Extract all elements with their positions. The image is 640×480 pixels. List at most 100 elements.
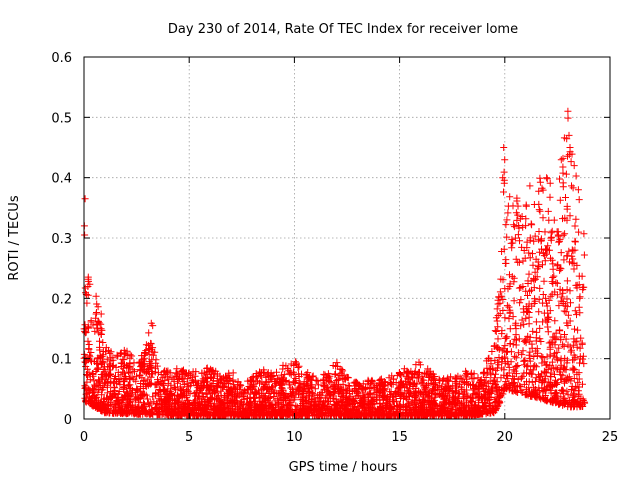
data-point [214,392,222,400]
data-point [550,216,558,224]
x-tick-label: 25 [602,430,619,445]
data-point [99,351,107,359]
data-point [342,408,350,416]
data-point [305,388,313,396]
data-point [252,407,260,415]
data-point [518,316,526,324]
data-point [326,372,334,380]
data-point [577,334,585,342]
data-point [546,381,554,389]
x-tick-label: 20 [497,430,514,445]
data-point [483,364,491,372]
data-point [564,391,572,399]
data-point [547,229,555,237]
data-point [499,174,507,182]
data-point [303,373,311,381]
data-point [227,397,235,405]
data-point [245,405,253,413]
data-point [126,402,134,410]
data-point [149,344,157,352]
data-point [355,391,363,399]
data-point [139,355,147,363]
data-point [531,268,539,276]
y-tick-label: 0 [64,413,72,428]
data-point [500,188,507,196]
data-point [161,387,169,394]
data-point [222,410,229,418]
data-point [518,213,526,220]
data-point [323,392,331,400]
data-point [511,234,519,242]
data-point [551,317,559,325]
data-point [246,390,254,398]
data-point [580,230,588,238]
data-point [350,406,358,414]
data-point [559,163,567,171]
data-point [126,360,134,368]
data-point [147,319,155,327]
data-point [144,395,151,403]
data-point [552,335,560,343]
data-point [556,366,564,374]
data-point [276,410,284,417]
data-point [492,366,500,374]
data-point [487,365,494,373]
data-point [147,408,155,416]
data-point [559,287,567,295]
data-point [486,396,493,403]
data-point [564,322,572,329]
data-point [120,385,127,393]
data-point [139,365,147,373]
data-point [216,404,224,412]
data-point [475,396,483,404]
data-point [206,383,214,391]
data-point [503,333,511,341]
data-point [277,388,285,396]
data-point [481,379,489,387]
data-point [517,387,525,395]
data-point [498,347,506,355]
data-point [226,377,234,385]
data-point [239,388,247,396]
data-point [126,369,134,377]
data-point [530,284,538,292]
data-point [272,389,280,397]
data-point [560,307,568,315]
data-point [565,131,573,139]
data-point [564,403,572,411]
data-point [107,394,115,402]
data-point [459,394,467,402]
data-point [562,170,570,178]
data-point [574,378,582,386]
data-point [563,359,571,367]
data-point [576,293,584,301]
data-point [560,342,568,350]
data-point [344,374,352,382]
data-point [530,201,538,208]
data-point [544,242,552,250]
data-point [152,405,160,413]
data-point [535,387,543,394]
data-point [239,410,247,418]
data-point [224,383,232,391]
data-point [145,342,152,350]
data-point [96,337,103,345]
data-point [461,379,468,386]
data-point [520,380,528,388]
data-point [288,393,296,401]
data-point [480,368,488,376]
data-point [501,314,509,322]
data-point [376,377,384,384]
data-point [222,380,230,388]
data-point [566,212,574,220]
data-point [269,383,276,391]
data-point [174,379,181,387]
data-point [526,287,534,295]
data-point [501,384,508,392]
data-point [162,396,170,404]
data-point [86,280,94,288]
data-point [556,175,563,183]
data-point [86,376,94,384]
data-point [177,368,185,376]
data-point [557,156,565,164]
